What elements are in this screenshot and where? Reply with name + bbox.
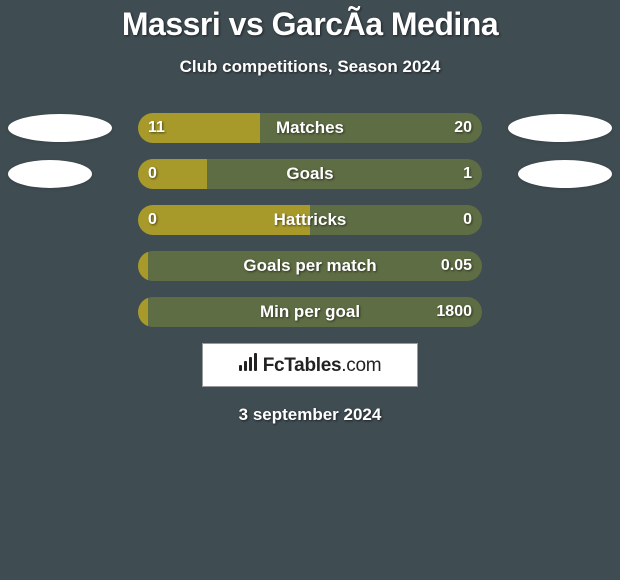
bar-track xyxy=(138,205,482,235)
player-badge-right xyxy=(518,160,612,188)
bar-track xyxy=(138,297,482,327)
bar-left xyxy=(138,159,207,189)
bar-track xyxy=(138,251,482,281)
footer-date: 3 september 2024 xyxy=(0,405,620,425)
bar-track xyxy=(138,113,482,143)
player-badge-left xyxy=(8,114,112,142)
bar-chart-icon xyxy=(239,353,257,371)
bar-right xyxy=(310,205,482,235)
bar-track xyxy=(138,159,482,189)
bar-right xyxy=(207,159,482,189)
player-badge-left xyxy=(8,160,92,188)
bar-right xyxy=(148,251,482,281)
comparison-rows: Matches1120 Goals01 Hattricks00 Goals per m… xyxy=(0,113,620,327)
bar-left xyxy=(138,205,310,235)
bar-left xyxy=(138,113,260,143)
brand-box[interactable]: FcTables.com xyxy=(202,343,418,387)
comparison-row: Matches1120 xyxy=(0,113,620,143)
player-badge-right xyxy=(508,114,612,142)
brand-bold: FcTables xyxy=(263,355,342,376)
bar-right xyxy=(260,113,482,143)
bar-right xyxy=(148,297,482,327)
comparison-row: Hattricks00 xyxy=(0,205,620,235)
comparison-row: Min per goal1800 xyxy=(0,297,620,327)
brand-text: FcTables.com xyxy=(263,355,382,377)
brand-light: .com xyxy=(341,355,381,376)
comparison-infographic: Massri vs GarcÃa Medina Club competition… xyxy=(0,0,620,580)
comparison-row: Goals per match0.05 xyxy=(0,251,620,281)
comparison-row: Goals01 xyxy=(0,159,620,189)
brand: FcTables.com xyxy=(239,353,382,377)
bar-left xyxy=(138,297,148,327)
page-title: Massri vs GarcÃa Medina xyxy=(0,0,620,43)
page-subtitle: Club competitions, Season 2024 xyxy=(0,57,620,77)
bar-left xyxy=(138,251,148,281)
